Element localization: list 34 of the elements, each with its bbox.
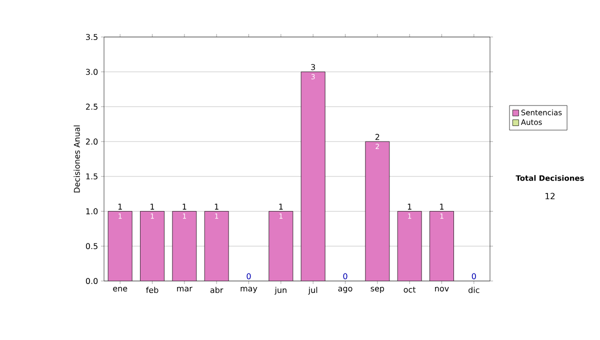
- total-label: 1: [182, 204, 186, 210]
- x-tick-label: jul: [308, 286, 318, 295]
- x-tick-label: oct: [404, 286, 416, 293]
- y-axis-title: Decisiones Anual: [74, 126, 80, 192]
- y-tick-label: 1.0: [86, 208, 98, 214]
- y-tick-label: 3.5: [86, 34, 98, 40]
- total-label: 1: [408, 204, 412, 210]
- y-tick-label: 0.5: [86, 243, 98, 250]
- x-tick-label: jun: [274, 286, 286, 295]
- x-tick-label: ene: [113, 286, 128, 292]
- total-label: 1: [279, 204, 283, 210]
- total-label: 1: [118, 204, 122, 210]
- x-tick-label: abr: [210, 286, 224, 294]
- total-label: 1: [214, 204, 218, 210]
- total-label: 0: [343, 273, 348, 280]
- text: 12: [546, 192, 555, 200]
- x-tick-label: nov: [435, 286, 449, 292]
- total-label: 1: [150, 204, 154, 210]
- y-tick-label: 1.5: [86, 173, 98, 180]
- x-tick-label: sep: [370, 286, 384, 293]
- total-label: 3: [311, 64, 315, 70]
- total-label: 0: [472, 273, 476, 280]
- x-tick-label: feb: [146, 286, 158, 294]
- y-tick-label: 2.5: [86, 104, 98, 110]
- y-tick-label: 0.0: [86, 278, 98, 284]
- y-tick-label: 2.0: [86, 138, 98, 145]
- total-label: 0: [246, 273, 251, 280]
- x-tick-label: may: [240, 286, 258, 293]
- y-tick-label: 3.0: [86, 68, 98, 75]
- x-tick-label: mar: [177, 286, 192, 292]
- total-label: 1: [440, 204, 444, 210]
- x-tick-label: ago: [338, 286, 352, 293]
- x-tick-label: dic: [468, 286, 480, 294]
- total-label: 2: [375, 134, 380, 140]
